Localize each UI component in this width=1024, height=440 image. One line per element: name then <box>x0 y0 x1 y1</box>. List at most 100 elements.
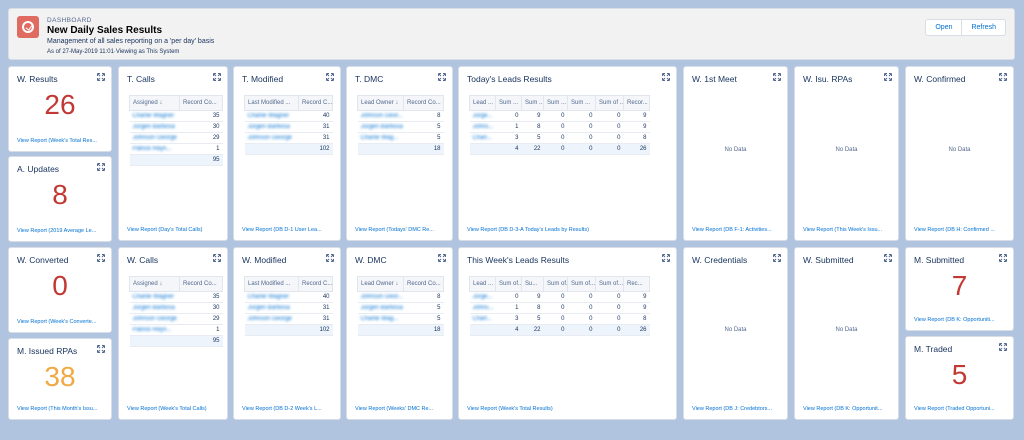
owner-link[interactable]: Charlie Wagner <box>244 110 299 122</box>
owner-link[interactable]: Jürgen Barbosa <box>357 302 404 314</box>
column-header[interactable]: Last Modified ... <box>244 95 299 111</box>
column-header[interactable]: Assigned ↓ <box>129 276 180 292</box>
owner-link[interactable]: Charl... <box>469 313 496 325</box>
owner-link[interactable]: Charlie Wagner <box>244 291 299 303</box>
expand-icon[interactable] <box>97 163 105 171</box>
expand-icon[interactable] <box>773 73 781 81</box>
column-header[interactable]: Sum of ... <box>595 95 624 111</box>
owner-link[interactable]: Johnson Geor... <box>357 291 404 303</box>
record-count: 30 <box>179 121 223 133</box>
view-report-link[interactable]: View Report (DB D-2 Week's L... <box>242 406 322 412</box>
owner-link[interactable]: Patrick Reyn... <box>129 324 180 336</box>
column-header[interactable]: Sum of... <box>495 276 522 292</box>
owner-link[interactable]: Johnson George <box>129 132 180 144</box>
column-header[interactable]: Last Modified ... <box>244 276 299 292</box>
view-report-link[interactable]: View Report (Weeks' DMC Re... <box>355 406 434 412</box>
card-w-calls: W. Calls Assigned ↓ Record Co... Charlie Wa… <box>118 247 228 420</box>
column-header[interactable]: Lead ... <box>469 276 496 292</box>
owner-link[interactable]: Jürgen Barbosa <box>357 121 404 133</box>
expand-icon[interactable] <box>97 345 105 353</box>
record-count: 31 <box>298 121 333 133</box>
column-header[interactable]: Record Co... <box>179 95 223 111</box>
view-report-link[interactable]: View Report (DB F-1: Activities... <box>692 227 772 233</box>
owner-link[interactable]: Charlie Wag... <box>357 132 404 144</box>
expand-icon[interactable] <box>999 73 1007 81</box>
column-header[interactable]: Assigned ↓ <box>129 95 180 111</box>
column-header[interactable]: Lead ... <box>469 95 496 111</box>
owner-link[interactable]: Charlie Wagner <box>129 291 180 303</box>
column-header[interactable]: Record Co... <box>403 95 444 111</box>
owner-link[interactable]: Patrick Reyn... <box>129 143 180 155</box>
expand-icon[interactable] <box>97 254 105 262</box>
view-report-link[interactable]: View Report (DB D-1 User Lea... <box>242 227 322 233</box>
view-report-link[interactable]: View Report (This Week's Issu... <box>803 227 883 233</box>
owner-link[interactable]: Johnson George <box>244 313 299 325</box>
owner-link[interactable]: Johns... <box>469 302 496 314</box>
owner-link[interactable]: Jürgen Barbosa <box>129 302 180 314</box>
column-header[interactable]: Sum of... <box>595 276 624 292</box>
column-header[interactable]: Rec... <box>623 276 650 292</box>
expand-icon[interactable] <box>884 73 892 81</box>
column-header[interactable]: Lead Owner ↓ <box>357 95 404 111</box>
expand-icon[interactable] <box>999 254 1007 262</box>
owner-link[interactable]: Johns... <box>469 121 496 133</box>
column-header[interactable]: Sum ... <box>521 95 544 111</box>
view-report-link[interactable]: View Report (2019 Average Le... <box>17 228 97 234</box>
owner-link[interactable]: Johnson George <box>244 132 299 144</box>
view-report-link[interactable]: View Report (DB H: Confirmed ... <box>914 227 995 233</box>
expand-icon[interactable] <box>662 73 670 81</box>
column-header[interactable]: Record C... <box>298 276 333 292</box>
no-data-text: No Data <box>724 146 747 153</box>
view-report-link[interactable]: View Report (Week's Total Res... <box>17 138 97 144</box>
column-header[interactable]: Sum of... <box>543 276 568 292</box>
view-report-link[interactable]: View Report (Traded Opportuni... <box>914 406 995 412</box>
column-header[interactable]: Su... <box>521 276 544 292</box>
expand-icon[interactable] <box>326 254 334 262</box>
view-report-link[interactable]: View Report (Week's Converte... <box>17 319 97 325</box>
owner-link[interactable]: Jürgen Barbosa <box>244 302 299 314</box>
expand-icon[interactable] <box>326 73 334 81</box>
column-header[interactable]: Sum ... <box>567 95 596 111</box>
owner-link[interactable]: Charlie Wag... <box>357 313 404 325</box>
cell-value: 0 <box>567 313 596 325</box>
expand-icon[interactable] <box>438 73 446 81</box>
owner-link[interactable]: Johnson George <box>129 313 180 325</box>
view-report-link[interactable]: View Report (DB K: Opportunit... <box>803 406 883 412</box>
view-report-link[interactable]: View Report (This Month's Issu... <box>17 406 98 412</box>
owner-link[interactable]: Jürgen Barbosa <box>129 121 180 133</box>
view-report-link[interactable]: View Report (DB J: Credebtors... <box>692 406 772 412</box>
leads-table: Lead ...Sum of...Su...Sum of...Sum of...… <box>469 276 650 336</box>
owner-link[interactable]: Jürge... <box>469 110 496 122</box>
expand-icon[interactable] <box>884 254 892 262</box>
expand-icon[interactable] <box>213 73 221 81</box>
column-header[interactable]: Recor... <box>623 95 650 111</box>
column-header[interactable]: Sum ... <box>543 95 568 111</box>
expand-icon[interactable] <box>438 254 446 262</box>
column-header[interactable]: Record C... <box>298 95 333 111</box>
view-report-link[interactable]: View Report (Week's Total Results) <box>467 406 553 412</box>
cell-value: 8 <box>521 121 544 133</box>
column-header[interactable]: Lead Owner ↓ <box>357 276 404 292</box>
view-report-link[interactable]: View Report (DB K: Opportuniti... <box>914 317 995 323</box>
owner-link[interactable]: Charl... <box>469 132 496 144</box>
column-header[interactable]: Sum ... <box>495 95 522 111</box>
expand-icon[interactable] <box>999 343 1007 351</box>
expand-icon[interactable] <box>97 73 105 81</box>
owner-link[interactable]: Johnson Geor... <box>357 110 404 122</box>
column-header[interactable]: Sum of... <box>567 276 596 292</box>
view-report-link[interactable]: View Report (Todays' DMC Re... <box>355 227 434 233</box>
open-button[interactable]: Open <box>925 19 963 36</box>
refresh-button[interactable]: Refresh <box>962 19 1006 36</box>
expand-icon[interactable] <box>213 254 221 262</box>
owner-link[interactable]: Jürgen Barbosa <box>244 121 299 133</box>
record-count: 1 <box>179 143 223 155</box>
view-report-link[interactable]: View Report (DB D-3-A Today's Leads by R… <box>467 227 589 233</box>
view-report-link[interactable]: View Report (Week's Total Calls) <box>127 406 207 412</box>
view-report-link[interactable]: View Report (Day's Total Calls) <box>127 227 203 233</box>
owner-link[interactable]: Charlie Wagner <box>129 110 180 122</box>
expand-icon[interactable] <box>773 254 781 262</box>
column-header[interactable]: Record Co... <box>179 276 223 292</box>
column-header[interactable]: Record Co... <box>403 276 444 292</box>
owner-link[interactable]: Jürge... <box>469 291 496 303</box>
expand-icon[interactable] <box>662 254 670 262</box>
